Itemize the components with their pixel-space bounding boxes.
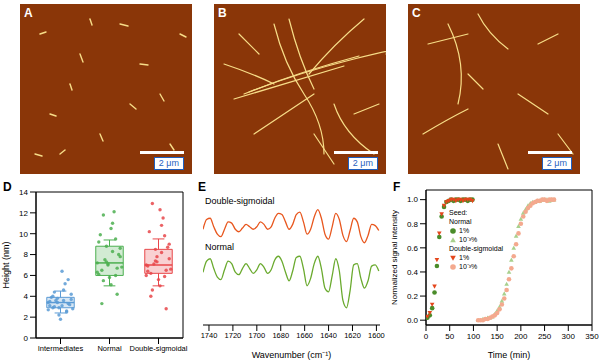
svg-text:4: 4 (24, 292, 29, 301)
svg-text:0.0: 0.0 (407, 316, 419, 325)
svg-text:Double-sigmoidal: Double-sigmoidal (130, 344, 188, 353)
html-text:Double-sigmoidal: Double-sigmoidal (205, 196, 275, 206)
svg-text:Intermediates: Intermediates (38, 344, 84, 353)
svg-text:1720: 1720 (225, 331, 242, 340)
svg-text:0: 0 (24, 334, 29, 343)
svg-text:Normal: Normal (97, 344, 122, 353)
svg-text:1600: 1600 (368, 331, 385, 340)
html-text:E: E (198, 180, 206, 194)
svg-text:1700: 1700 (248, 331, 265, 340)
svg-text:1740: 1740 (201, 331, 218, 340)
svg-text:Wavenumber (cm⁻¹): Wavenumber (cm⁻¹) (252, 350, 332, 360)
svg-text:200: 200 (514, 332, 528, 341)
svg-text:100: 100 (467, 332, 481, 341)
svg-text:8: 8 (24, 250, 29, 259)
svg-text:350: 350 (585, 332, 592, 341)
svg-text:1660: 1660 (296, 331, 313, 340)
svg-text:300: 300 (562, 332, 576, 341)
svg-text:0.2: 0.2 (407, 292, 419, 301)
html-text:10⁻³%: 10⁻³% (459, 263, 478, 270)
svg-text:50: 50 (445, 332, 454, 341)
svg-text:0.8: 0.8 (407, 220, 419, 229)
html-text:Normal: Normal (205, 242, 234, 252)
svg-text:10: 10 (19, 230, 28, 239)
svg-text:150: 150 (490, 332, 504, 341)
html-text:A: A (24, 6, 33, 20)
svg-text:250: 250 (538, 332, 552, 341)
html-text:1%: 1% (459, 227, 470, 234)
svg-text:Normalized signal intensity: Normalized signal intensity (390, 210, 399, 305)
html-text:B: B (218, 6, 227, 20)
html-text:Normal: Normal (449, 218, 472, 225)
svg-text:1620: 1620 (344, 331, 361, 340)
html-text:D: D (3, 180, 12, 194)
svg-text:1680: 1680 (272, 331, 289, 340)
html-text:1%: 1% (459, 254, 470, 261)
html-text:2 μm: 2 μm (158, 158, 179, 168)
html-text:F: F (393, 180, 401, 194)
html-text:Double-sigmoidal: Double-sigmoidal (449, 245, 504, 252)
svg-text:14: 14 (19, 188, 28, 197)
html-text:10⁻³%: 10⁻³% (459, 236, 478, 243)
html-text:2 μm: 2 μm (352, 158, 373, 168)
svg-text:1.0: 1.0 (407, 195, 419, 204)
svg-text:Time (min): Time (min) (488, 350, 531, 360)
html-text:C: C (412, 6, 421, 20)
svg-text:12: 12 (19, 209, 28, 218)
svg-text:0: 0 (424, 332, 429, 341)
svg-text:0.4: 0.4 (407, 268, 419, 277)
html-text:Seed:: Seed: (449, 209, 468, 216)
svg-text:Height (nm): Height (nm) (8, 241, 11, 288)
svg-text:2: 2 (24, 313, 29, 322)
svg-text:1640: 1640 (320, 331, 337, 340)
html-text:2 μm: 2 μm (546, 158, 567, 168)
svg-text:0.6: 0.6 (407, 244, 419, 253)
svg-text:6: 6 (24, 271, 29, 280)
